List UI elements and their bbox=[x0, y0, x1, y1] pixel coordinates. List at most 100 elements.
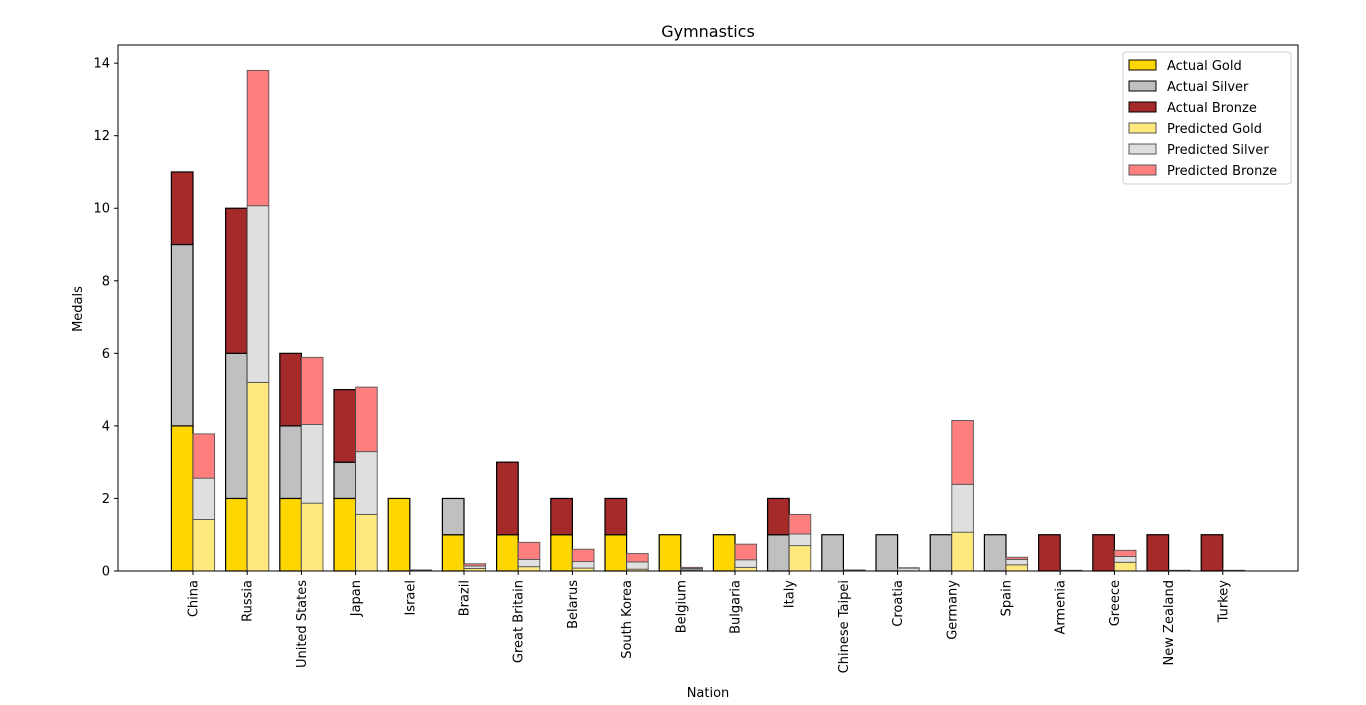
bar-actual-bronze-armenia bbox=[1037, 534, 1061, 572]
bar-predicted-silver-united-states bbox=[300, 424, 324, 504]
legend: Actual Gold Actual Silver Actual Bronze Pre… bbox=[1122, 51, 1292, 185]
legend-entry-label: Actual Bronze bbox=[1167, 101, 1257, 116]
legend-entry-label: Actual Silver bbox=[1167, 80, 1249, 95]
bar-actual-silver-croatia bbox=[875, 534, 899, 572]
bar-actual-silver-united-states bbox=[279, 425, 302, 500]
bar-actual-bronze-italy bbox=[766, 497, 790, 536]
bar-actual-gold-great-britain bbox=[496, 534, 519, 572]
x-tick-label: Brazil bbox=[458, 580, 473, 616]
bar-actual-gold-bulgaria bbox=[712, 534, 736, 572]
bar-actual-gold-japan bbox=[333, 497, 357, 572]
bar-predicted-gold-bulgaria bbox=[734, 566, 758, 572]
x-tick-label: Armenia bbox=[1054, 580, 1069, 635]
y-tick-label: 8 bbox=[102, 274, 110, 289]
legend-swatch bbox=[1128, 101, 1157, 113]
bar-actual-bronze-new-zealand bbox=[1146, 534, 1170, 572]
x-tick-label: United States bbox=[295, 580, 310, 668]
bar-predicted-bronze-great-britain bbox=[517, 541, 541, 560]
x-tick-label: Great Britain bbox=[512, 580, 527, 663]
bar-predicted-bronze-belgium bbox=[680, 566, 703, 569]
bar-predicted-gold-italy bbox=[788, 545, 812, 572]
x-axis-label: Nation bbox=[687, 686, 730, 701]
x-tick-label: South Korea bbox=[620, 580, 635, 659]
bar-predicted-silver-bulgaria bbox=[734, 559, 758, 568]
y-tick-label: 2 bbox=[102, 492, 110, 507]
bar-predicted-silver-south-korea bbox=[626, 561, 649, 570]
y-tick-label: 12 bbox=[93, 129, 110, 144]
bar-actual-bronze-belarus bbox=[550, 497, 573, 536]
bar-predicted-bronze-russia bbox=[246, 69, 270, 207]
bar-predicted-silver-germany bbox=[951, 483, 974, 533]
bar-actual-silver-japan bbox=[333, 461, 357, 500]
bar-predicted-bronze-united-states bbox=[300, 356, 324, 425]
bar-predicted-silver-spain bbox=[1005, 558, 1029, 566]
bar-actual-gold-israel bbox=[387, 497, 411, 572]
bar-actual-silver-china bbox=[170, 243, 194, 427]
legend-swatch bbox=[1128, 80, 1157, 92]
bar-actual-silver-brazil bbox=[441, 497, 465, 536]
bar-actual-gold-russia bbox=[225, 497, 248, 572]
bar-predicted-bronze-belarus bbox=[571, 548, 595, 563]
y-tick-label: 10 bbox=[93, 202, 110, 217]
bar-actual-silver-russia bbox=[225, 352, 248, 500]
y-tick-label: 14 bbox=[93, 57, 110, 72]
bar-predicted-gold-russia bbox=[246, 381, 270, 572]
bar-predicted-gold-china bbox=[192, 519, 216, 572]
x-tick-label: Bulgaria bbox=[729, 580, 744, 634]
bar-predicted-bronze-spain bbox=[1005, 556, 1029, 560]
bar-actual-gold-south-korea bbox=[604, 534, 628, 572]
axes-layer: 0 2 4 6 8 10 12 14 China Russia United States Japan… bbox=[93, 44, 1299, 673]
x-tick-label: Israel bbox=[403, 580, 418, 616]
legend-box bbox=[1122, 51, 1292, 185]
bar-predicted-gold-spain bbox=[1005, 564, 1029, 572]
bar-actual-gold-belarus bbox=[550, 534, 573, 572]
bar-predicted-silver-belarus bbox=[571, 561, 595, 569]
bar-predicted-bronze-greece bbox=[1113, 549, 1137, 557]
x-tick-label: Croatia bbox=[891, 580, 906, 627]
bar-actual-bronze-great-britain bbox=[496, 461, 519, 536]
bar-predicted-bronze-bulgaria bbox=[734, 543, 758, 561]
bar-actual-silver-spain bbox=[983, 534, 1007, 572]
bar-predicted-silver-china bbox=[192, 477, 216, 520]
bar-predicted-gold-germany bbox=[951, 531, 974, 572]
bar-actual-bronze-turkey bbox=[1200, 534, 1224, 572]
x-tick-label: Russia bbox=[241, 580, 256, 622]
legend-entry-label: Predicted Gold bbox=[1167, 122, 1262, 137]
y-tick-label: 4 bbox=[102, 419, 110, 434]
bar-predicted-silver-japan bbox=[355, 451, 378, 515]
x-tick-label: Turkey bbox=[1216, 580, 1231, 624]
y-tick-label: 6 bbox=[102, 347, 110, 362]
bar-actual-gold-brazil bbox=[441, 534, 465, 572]
x-tick-label: Belgium bbox=[674, 580, 689, 633]
legend-swatch bbox=[1128, 59, 1157, 71]
x-tick-label: Spain bbox=[1000, 580, 1015, 616]
bar-predicted-bronze-brazil bbox=[463, 563, 487, 567]
bar-predicted-silver-greece bbox=[1113, 556, 1137, 563]
legend-entry-label: Predicted Silver bbox=[1167, 143, 1269, 158]
legend-swatch bbox=[1128, 143, 1157, 155]
x-tick-label: Belarus bbox=[566, 580, 581, 629]
bar-actual-bronze-japan bbox=[333, 389, 357, 463]
bar-predicted-gold-greece bbox=[1113, 561, 1137, 572]
bar-predicted-gold-united-states bbox=[300, 502, 324, 572]
bar-actual-gold-china bbox=[170, 425, 194, 572]
bar-predicted-silver-great-britain bbox=[517, 558, 541, 568]
bar-predicted-bronze-germany bbox=[951, 420, 974, 485]
x-tick-label: China bbox=[187, 580, 202, 617]
bar-actual-silver-germany bbox=[929, 534, 953, 572]
bar-predicted-silver-italy bbox=[788, 533, 812, 547]
bar-predicted-bronze-japan bbox=[355, 386, 378, 453]
legend-entry-label: Actual Gold bbox=[1167, 59, 1242, 74]
x-tick-label: Chinese Taipei bbox=[837, 580, 852, 673]
bar-predicted-silver-russia bbox=[246, 205, 270, 383]
x-tick-label: Greece bbox=[1108, 580, 1123, 626]
bar-predicted-gold-japan bbox=[355, 513, 378, 572]
y-axis-label: Medals bbox=[71, 286, 86, 332]
bar-actual-bronze-china bbox=[170, 171, 194, 246]
bar-actual-bronze-south-korea bbox=[604, 497, 628, 536]
bar-actual-bronze-united-states bbox=[279, 352, 302, 427]
legend-entry-label: Predicted Bronze bbox=[1167, 164, 1277, 179]
bar-actual-gold-belgium bbox=[658, 534, 682, 572]
bar-predicted-bronze-italy bbox=[788, 513, 812, 535]
